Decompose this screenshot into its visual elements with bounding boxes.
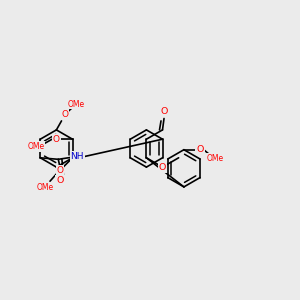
Text: O: O <box>61 110 68 119</box>
Text: O: O <box>56 166 63 175</box>
Text: O: O <box>160 107 168 116</box>
Text: OMe: OMe <box>36 183 53 192</box>
Text: NH: NH <box>70 152 84 161</box>
Text: O: O <box>196 145 204 154</box>
Text: OMe: OMe <box>27 142 44 151</box>
Text: OMe: OMe <box>68 100 85 109</box>
Text: O: O <box>159 163 166 172</box>
Text: O: O <box>56 176 64 185</box>
Text: OMe: OMe <box>207 154 224 163</box>
Text: O: O <box>53 135 60 144</box>
